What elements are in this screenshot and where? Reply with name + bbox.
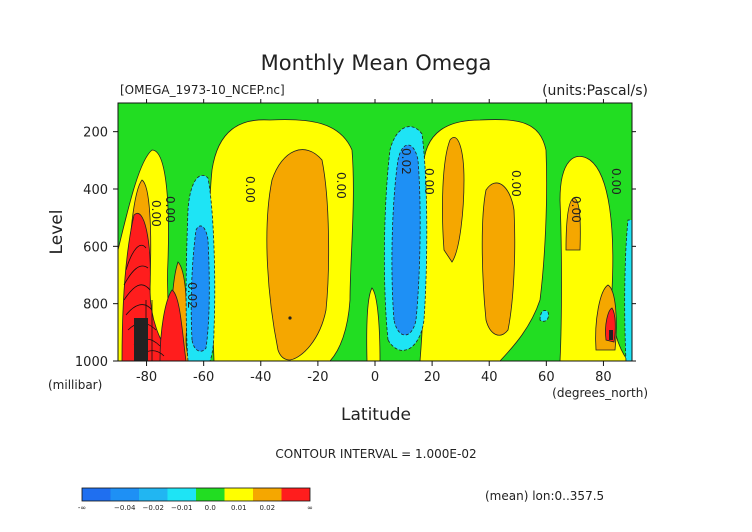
x-tick-label: -80 — [136, 370, 157, 385]
x-tick-label: 60 — [538, 370, 555, 385]
y-tick-label: 200 — [83, 126, 108, 141]
chart-title: Monthly Mean Omega — [261, 51, 492, 75]
y-tick-label: 600 — [83, 240, 108, 255]
colorbar-swatch — [281, 488, 310, 501]
x-axis-units: (degrees_north) — [552, 386, 648, 400]
x-tick-label: 20 — [424, 370, 441, 385]
x-tick-label: 40 — [481, 370, 498, 385]
y-tick-label: 1000 — [75, 355, 108, 370]
colorbar-swatch — [224, 488, 253, 501]
contour-band-blue — [391, 144, 421, 336]
contour-dot — [288, 316, 292, 320]
contour-label: 0.00 — [509, 170, 523, 197]
contour-band-orange — [442, 137, 465, 263]
contour-label: 0.00 — [149, 200, 163, 227]
x-tick-label: -20 — [307, 370, 328, 385]
x-tick-label: -60 — [193, 370, 214, 385]
contour-label: 0.00 — [609, 168, 623, 195]
x-axis: -80 -60 -40 -20 0 20 40 60 80 — [136, 99, 612, 385]
colorbar: -∞ −0.04 −0.02 −0.01 0.0 0.01 0.02 ∞ — [78, 487, 313, 512]
y-axis: 200 400 600 800 1000 — [75, 126, 636, 370]
y-tick-label: 800 — [83, 298, 108, 313]
contour-label: 0.00 — [163, 196, 177, 223]
black-mask-block — [134, 318, 148, 361]
contour-label: 0.00 — [569, 196, 583, 223]
contour-band-orange — [481, 182, 516, 336]
colorbar-label: 0.01 — [231, 504, 247, 512]
contour-band-yellow — [366, 287, 381, 361]
contour-interval-note: CONTOUR INTERVAL = 1.000E-02 — [275, 447, 476, 461]
contour-band-orange — [266, 149, 330, 361]
contour-labels: 0.00 0.00 0.00 0.02 0.00 0.00 0.00 0.00 … — [149, 148, 623, 309]
file-label: [OMEGA_1973-10_NCEP.nc] — [120, 83, 285, 97]
y-axis-title: Level — [47, 210, 67, 255]
colorbar-swatch — [196, 488, 225, 501]
y-axis-units: (millibar) — [48, 378, 102, 392]
colorbar-swatch — [253, 488, 282, 501]
contour-band-red — [159, 289, 187, 361]
contour-band-cyan — [539, 310, 549, 322]
contour-label: 0.02 — [399, 148, 413, 175]
x-tick-label: 0 — [371, 370, 379, 385]
colorbar-label: 0.02 — [259, 504, 275, 512]
colorbar-swatch — [82, 488, 111, 501]
contour-band-orange — [565, 197, 581, 251]
x-tick-label: 80 — [595, 370, 612, 385]
colorbar-swatch — [167, 488, 196, 501]
y-tick-label: 400 — [83, 183, 108, 198]
x-axis-title: Latitude — [341, 405, 411, 425]
colorbar-label: −0.02 — [143, 504, 164, 512]
contour-band-blue — [190, 225, 210, 352]
colorbar-label: 0.0 — [205, 504, 216, 512]
colorbar-label: −0.04 — [114, 504, 136, 512]
units-label: (units:Pascal/s) — [542, 83, 648, 99]
colorbar-label: -∞ — [78, 504, 86, 512]
dark-core — [609, 330, 613, 340]
x-tick-label: -40 — [250, 370, 271, 385]
contour-label: 0.00 — [334, 172, 348, 199]
colorbar-swatch — [110, 488, 139, 501]
contour-label: 0.02 — [185, 282, 199, 309]
contour-label: 0.00 — [422, 168, 436, 195]
colorbar-frame — [81, 487, 311, 502]
contour-band-cyan — [624, 219, 632, 361]
footer-note: (mean) lon:0..357.5 — [485, 489, 604, 503]
contour-fill-layer — [118, 103, 632, 361]
colorbar-label: ∞ — [307, 504, 313, 512]
colorbar-label: −0.01 — [171, 504, 192, 512]
colorbar-swatch — [139, 488, 168, 501]
contour-label: 0.00 — [243, 176, 257, 203]
